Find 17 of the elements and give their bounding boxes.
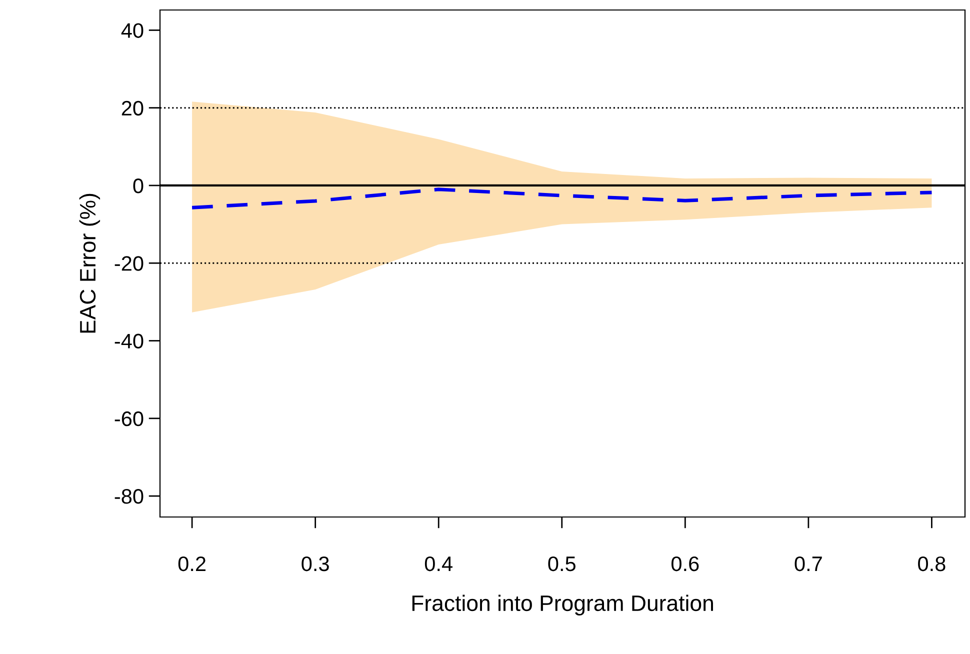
x-tick-label: 0.3 <box>302 556 329 572</box>
x-axis-title: Fraction into Program Duration <box>412 594 713 616</box>
y-tick-label: 20 <box>122 100 144 116</box>
x-tick-label: 0.5 <box>548 556 576 572</box>
y-tick-label: -40 <box>114 334 144 349</box>
y-tick-label: -60 <box>114 411 144 426</box>
y-axis-title: EAC Error (%) <box>79 194 100 333</box>
y-tick-label: -20 <box>114 256 144 271</box>
x-tick-label: 0.4 <box>424 556 452 572</box>
x-tick-label: 0.7 <box>794 556 822 572</box>
y-tick-label: 0 <box>133 178 144 194</box>
y-tick-label: -80 <box>114 489 144 504</box>
y-tick-label: 40 <box>121 23 144 38</box>
x-tick-label: 0.8 <box>918 556 946 572</box>
line-series <box>190 188 934 210</box>
x-tick-label: 0.2 <box>178 556 206 572</box>
x-tick-label: 0.6 <box>671 556 699 572</box>
